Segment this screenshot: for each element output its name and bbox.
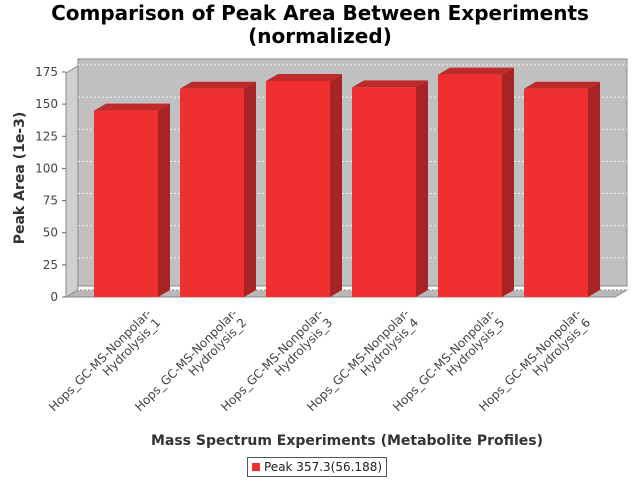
y-tick-label: 0: [50, 290, 58, 304]
bar-top: [438, 67, 514, 75]
bar-top: [94, 103, 170, 111]
y-tick-label: 50: [43, 226, 58, 240]
bar-side: [244, 81, 256, 297]
bar-front: [438, 74, 502, 297]
y-axis: 0 25 50 75 100 125 150 175: [35, 65, 67, 304]
bar: [352, 80, 428, 297]
bar-top: [352, 80, 428, 88]
bar: [438, 67, 514, 297]
bar-top: [524, 81, 600, 89]
bar-side: [416, 80, 428, 297]
y-tick-label: 125: [35, 129, 58, 143]
bar-front: [266, 81, 330, 297]
y-tick-label: 100: [35, 161, 58, 175]
y-tick-label: 25: [43, 258, 58, 272]
bar-front: [94, 110, 158, 297]
y-tick-label: 175: [35, 65, 58, 79]
y-tick-label: 150: [35, 97, 58, 111]
y-tick-label: 75: [43, 194, 58, 208]
bar-top: [266, 74, 342, 81]
bar-front: [180, 88, 244, 297]
legend-label: Peak 357.3(56.188): [264, 460, 383, 474]
bars: [94, 67, 600, 297]
plot-side-wall: [65, 65, 79, 298]
bar-side: [588, 81, 600, 297]
bar: [94, 103, 170, 297]
x-axis-tick-labels: Hops_GC-MS-Nonpolar-Hydrolysis_1Hops_GC-…: [46, 306, 593, 414]
bar: [524, 81, 600, 297]
bar: [180, 81, 256, 297]
bar-front: [524, 88, 588, 297]
bar-side: [502, 67, 514, 297]
x-axis-label: Mass Spectrum Experiments (Metabolite Pr…: [151, 433, 543, 449]
bar-front: [352, 87, 416, 297]
bar-top: [180, 81, 256, 89]
legend: Peak 357.3(56.188): [247, 457, 388, 477]
chart-title-line-1: Comparison of Peak Area Between Experime…: [51, 1, 589, 25]
bar: [266, 74, 342, 297]
chart-title: Comparison of Peak Area Between Experime…: [0, 2, 640, 48]
y-axis-label: Peak Area (1e-3): [12, 112, 28, 245]
chart-title-line-2: (normalized): [248, 24, 392, 48]
legend-swatch: [252, 463, 260, 471]
bar-side: [158, 103, 170, 297]
bar-side: [330, 74, 342, 297]
